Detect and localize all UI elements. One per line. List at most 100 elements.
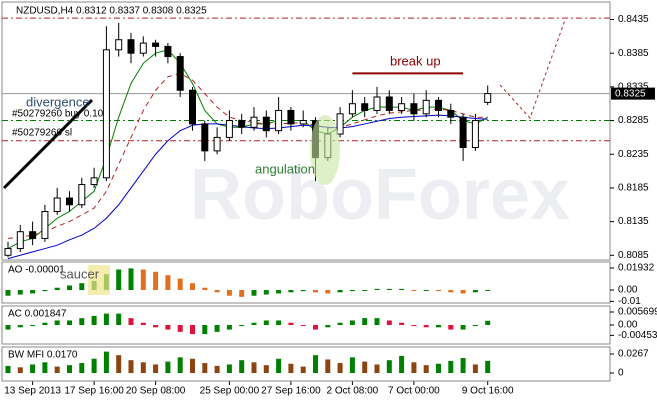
indicator-bar — [79, 283, 85, 291]
candle-body — [336, 113, 344, 135]
indicator-bar — [54, 287, 60, 291]
indicator-bar — [349, 357, 355, 374]
indicator-bar — [202, 287, 208, 291]
candle-body — [201, 123, 209, 152]
indicator-bar — [91, 358, 97, 374]
pane-title: AC 0.001847 — [8, 309, 67, 320]
candle-body — [299, 120, 307, 125]
candle-body — [139, 42, 147, 54]
candle-body — [29, 231, 37, 239]
candle-body — [53, 197, 61, 212]
indicator-bar — [460, 325, 466, 330]
indicator-bar — [165, 361, 171, 374]
y-tick-label: 0.0267 — [618, 349, 649, 360]
pane-title: BW MFI 0.0170 — [8, 350, 78, 361]
indicator-bar — [325, 325, 331, 328]
indicator-bar — [423, 290, 429, 292]
indicator-bar — [140, 269, 146, 291]
indicator-bar — [472, 290, 478, 293]
candle-body — [238, 120, 246, 128]
y-tick-label: 0 — [618, 368, 624, 379]
candle-body — [66, 197, 73, 206]
indicator-bar — [362, 361, 368, 374]
indicator-bar — [485, 320, 491, 326]
indicator-bar — [103, 313, 109, 326]
candle-body — [90, 177, 98, 186]
candle-body — [373, 96, 381, 111]
indicator-bar — [251, 322, 257, 326]
indicator-bar — [190, 358, 195, 374]
indicator-bar — [313, 325, 318, 330]
indicator-bar — [313, 355, 318, 374]
candle-body — [152, 42, 160, 47]
indicator-bar — [5, 290, 11, 296]
indicator-bar — [91, 315, 97, 326]
indicator-bar — [214, 365, 220, 374]
indicator-bar — [448, 290, 454, 293]
indicator-bar — [214, 325, 220, 332]
indicator-bar — [103, 351, 109, 374]
break-up-label: break up — [390, 53, 441, 68]
indicator-bar — [30, 290, 36, 294]
indicator-bar — [214, 290, 220, 293]
indicator-bar — [67, 285, 72, 291]
indicator-line — [7, 49, 488, 249]
y-tick-label: 0.8235 — [618, 149, 649, 160]
indicator-bar — [263, 290, 269, 295]
indicator-bar — [386, 360, 392, 374]
last-price-label: 0.8325 — [615, 88, 646, 99]
indicator-bar — [165, 325, 171, 330]
indicator-bar — [423, 365, 429, 374]
indicator-bar — [436, 290, 441, 292]
y-tick-label: 0.01932 — [618, 263, 655, 274]
indicator-bar — [17, 367, 23, 374]
indicator-bar — [128, 360, 134, 374]
indicator-bar — [140, 322, 146, 326]
indicator-bar — [30, 364, 36, 374]
indicator-bar — [436, 363, 441, 374]
candle-body — [398, 103, 406, 111]
pane-frame — [1, 1, 611, 261]
candle-body — [361, 103, 369, 111]
y-tick-label: 0.005699 — [618, 307, 657, 318]
indicator-bar — [472, 325, 478, 327]
watermark: RoboForex — [190, 155, 570, 235]
indicator-bar — [30, 325, 36, 327]
indicator-bar — [17, 325, 23, 328]
candle-body — [4, 248, 12, 256]
indicator-bar — [17, 290, 23, 295]
sl-order-label: #50279260 sl — [12, 128, 72, 139]
indicator-bar — [362, 290, 368, 292]
indicator-bar — [386, 320, 392, 326]
indicator-bar — [128, 318, 134, 326]
candle-body — [102, 49, 110, 179]
y-tick-label: 0.8185 — [618, 183, 649, 194]
candle-body — [250, 116, 258, 128]
indicator-bar — [140, 362, 146, 374]
indicator-bar — [276, 290, 282, 294]
indicator-bar — [5, 365, 11, 374]
x-tick-label: 25 Sep 00:00 — [200, 386, 260, 397]
candle-body — [348, 103, 356, 115]
indicator-bar — [399, 322, 405, 326]
indicator-bar — [460, 290, 466, 294]
chart-title: NZDUSD,H4 0.8312 0.8337 0.8308 0.8325 — [16, 6, 207, 17]
indicator-bar — [300, 366, 306, 374]
indicator-bar — [116, 269, 122, 291]
buy-order-label: #50279260 buy 0.10 — [12, 109, 104, 120]
indicator-bar — [448, 325, 454, 330]
indicator-bar — [239, 290, 245, 297]
indicator-bar — [153, 271, 159, 291]
indicator-bar — [42, 362, 48, 374]
indicator-bar — [226, 364, 232, 374]
indicator-bar — [313, 290, 318, 293]
indicator-bar — [374, 288, 380, 291]
indicator-bar — [485, 290, 491, 292]
candle-body — [78, 184, 86, 206]
indicator-bar — [165, 275, 171, 291]
x-tick-label: 20 Sep 08:00 — [126, 386, 186, 397]
candle-body — [459, 116, 467, 149]
indicator-bar — [79, 318, 85, 326]
saucer-label: saucer — [60, 266, 100, 281]
indicator-bar — [239, 360, 245, 374]
